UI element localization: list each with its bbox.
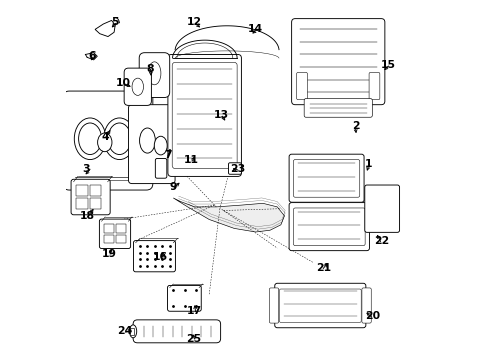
FancyBboxPatch shape — [133, 320, 220, 343]
FancyBboxPatch shape — [289, 203, 369, 251]
Ellipse shape — [78, 123, 101, 154]
Text: 23: 23 — [230, 164, 245, 174]
Bar — [90, 198, 101, 209]
FancyBboxPatch shape — [270, 288, 279, 323]
Text: 1: 1 — [365, 159, 372, 169]
FancyBboxPatch shape — [139, 53, 170, 98]
Text: 9: 9 — [170, 182, 177, 192]
Text: 19: 19 — [102, 248, 117, 258]
Text: 8: 8 — [146, 64, 154, 74]
Text: 5: 5 — [111, 17, 119, 27]
FancyBboxPatch shape — [71, 179, 110, 215]
FancyBboxPatch shape — [296, 72, 307, 100]
Bar — [76, 198, 88, 209]
Bar — [104, 234, 114, 243]
FancyBboxPatch shape — [128, 105, 175, 184]
FancyBboxPatch shape — [304, 99, 372, 117]
Bar — [116, 234, 126, 243]
FancyBboxPatch shape — [155, 158, 167, 178]
FancyBboxPatch shape — [63, 91, 153, 190]
Text: 4: 4 — [101, 132, 109, 142]
Text: 17: 17 — [187, 306, 202, 316]
FancyBboxPatch shape — [168, 54, 242, 176]
Text: 16: 16 — [153, 252, 168, 262]
FancyBboxPatch shape — [292, 19, 385, 105]
Bar — [104, 224, 114, 233]
Ellipse shape — [74, 118, 106, 159]
FancyBboxPatch shape — [279, 289, 361, 322]
Text: 14: 14 — [248, 24, 263, 35]
Text: 22: 22 — [374, 236, 389, 246]
Text: 24: 24 — [117, 326, 132, 336]
Text: 2: 2 — [352, 121, 360, 131]
FancyBboxPatch shape — [362, 288, 371, 323]
FancyBboxPatch shape — [228, 163, 242, 174]
Bar — [116, 224, 126, 233]
Text: 3: 3 — [83, 164, 90, 174]
Bar — [90, 185, 101, 196]
Bar — [76, 185, 88, 196]
FancyBboxPatch shape — [294, 208, 365, 246]
Ellipse shape — [140, 128, 155, 153]
Text: 18: 18 — [80, 211, 95, 221]
Ellipse shape — [108, 123, 131, 154]
FancyBboxPatch shape — [172, 62, 237, 168]
Text: 11: 11 — [184, 155, 199, 165]
FancyBboxPatch shape — [289, 154, 364, 202]
Ellipse shape — [148, 62, 161, 85]
Text: 21: 21 — [317, 263, 331, 273]
Text: 25: 25 — [187, 333, 202, 343]
Text: 7: 7 — [164, 150, 171, 160]
Polygon shape — [173, 198, 285, 232]
Ellipse shape — [98, 133, 112, 152]
Text: 20: 20 — [365, 311, 380, 321]
Text: 6: 6 — [89, 51, 97, 61]
Text: 13: 13 — [214, 111, 229, 121]
Bar — [129, 328, 134, 335]
FancyBboxPatch shape — [365, 185, 399, 232]
FancyBboxPatch shape — [294, 159, 360, 197]
Text: 10: 10 — [116, 78, 131, 88]
FancyBboxPatch shape — [133, 240, 175, 272]
Ellipse shape — [154, 136, 167, 155]
FancyBboxPatch shape — [124, 68, 151, 105]
Ellipse shape — [129, 325, 137, 338]
Ellipse shape — [132, 78, 144, 95]
Polygon shape — [95, 21, 115, 37]
FancyBboxPatch shape — [275, 283, 366, 328]
FancyBboxPatch shape — [168, 285, 201, 311]
FancyBboxPatch shape — [99, 219, 131, 248]
Ellipse shape — [104, 118, 135, 159]
FancyBboxPatch shape — [369, 72, 380, 100]
Text: 12: 12 — [187, 17, 202, 27]
Text: 15: 15 — [381, 60, 396, 70]
